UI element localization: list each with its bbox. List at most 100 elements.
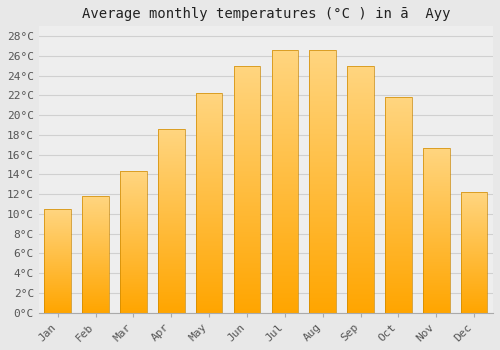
Bar [234,162,260,163]
Bar [120,290,146,291]
Bar [234,278,260,279]
Bar [272,273,298,274]
Bar [310,256,336,258]
Bar [348,85,374,87]
Bar [310,289,336,290]
Bar [385,155,411,156]
Bar [385,105,411,106]
Bar [82,253,109,254]
Bar [196,219,222,220]
Bar [82,223,109,224]
Bar [348,121,374,122]
Bar [196,213,222,214]
Bar [348,89,374,90]
Bar [82,217,109,218]
Bar [196,244,222,245]
Bar [158,158,184,159]
Bar [423,202,450,203]
Bar [158,255,184,256]
Bar [272,177,298,179]
Bar [272,68,298,70]
Bar [44,250,71,251]
Bar [385,212,411,214]
Bar [158,303,184,304]
Bar [44,251,71,252]
Bar [385,179,411,180]
Bar [158,285,184,286]
Bar [82,238,109,239]
Bar [234,296,260,298]
Bar [120,179,146,180]
Bar [310,205,336,206]
Bar [461,226,487,227]
Bar [234,251,260,252]
Bar [423,261,450,262]
Bar [423,219,450,220]
Bar [196,168,222,169]
Bar [461,287,487,288]
Bar [120,308,146,309]
Bar [348,145,374,146]
Bar [196,307,222,308]
Bar [82,290,109,291]
Bar [310,151,336,152]
Bar [120,248,146,249]
Bar [385,268,411,270]
Bar [348,312,374,313]
Bar [82,196,109,313]
Bar [82,265,109,266]
Bar [234,105,260,106]
Bar [348,192,374,193]
Bar [310,51,336,52]
Bar [120,277,146,278]
Bar [310,251,336,252]
Bar [423,178,450,179]
Bar [423,159,450,160]
Bar [196,166,222,167]
Bar [310,127,336,129]
Bar [196,121,222,122]
Bar [196,196,222,197]
Bar [234,263,260,265]
Bar [82,229,109,230]
Bar [196,97,222,98]
Bar [82,246,109,247]
Bar [348,134,374,135]
Bar [234,205,260,206]
Bar [310,218,336,219]
Bar [423,258,450,259]
Bar [120,184,146,185]
Bar [348,188,374,189]
Bar [423,287,450,288]
Bar [423,225,450,226]
Bar [234,177,260,178]
Bar [272,185,298,187]
Bar [385,303,411,304]
Bar [385,161,411,162]
Bar [423,294,450,295]
Bar [44,271,71,272]
Bar [158,250,184,251]
Bar [348,279,374,281]
Bar [385,217,411,218]
Bar [272,282,298,284]
Bar [348,152,374,153]
Bar [310,106,336,108]
Bar [82,204,109,205]
Bar [158,279,184,280]
Bar [310,143,336,145]
Bar [82,200,109,201]
Bar [234,173,260,174]
Bar [120,201,146,202]
Bar [196,210,222,211]
Bar [423,256,450,257]
Bar [82,224,109,225]
Bar [196,174,222,175]
Bar [234,117,260,118]
Bar [82,215,109,216]
Bar [385,110,411,111]
Bar [158,230,184,231]
Bar [120,281,146,282]
Bar [423,252,450,253]
Bar [348,260,374,261]
